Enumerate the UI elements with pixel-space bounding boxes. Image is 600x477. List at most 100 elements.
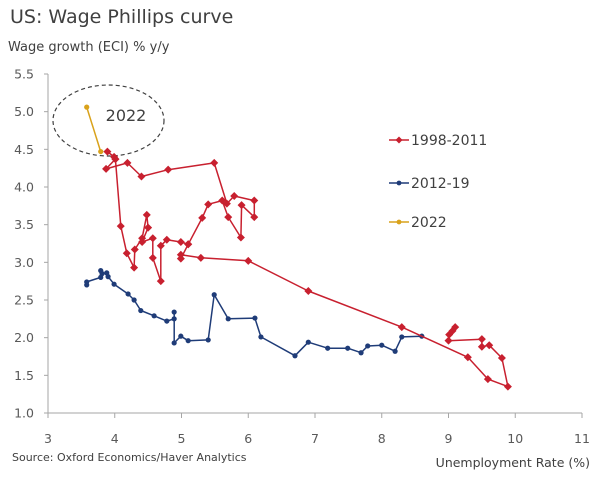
x-tick-label: 8	[378, 431, 386, 446]
data-point	[171, 340, 177, 346]
annotation-layer: 2022	[52, 84, 165, 157]
data-point	[84, 104, 90, 110]
data-point	[131, 297, 137, 303]
data-point	[250, 196, 259, 205]
x-tick-label: 3	[44, 431, 52, 446]
data-point	[123, 158, 132, 167]
data-point	[463, 353, 472, 362]
data-point	[345, 345, 351, 351]
data-point	[399, 334, 405, 340]
series-line	[85, 269, 422, 357]
y-tick-label: 1.0	[14, 406, 34, 421]
data-point	[148, 234, 157, 243]
y-tick-label: 5.5	[14, 67, 34, 82]
data-point	[137, 172, 146, 181]
series-line	[85, 106, 102, 152]
y-tick-label: 3.5	[14, 217, 34, 232]
y-tick-label: 2.5	[14, 293, 34, 308]
data-point	[237, 201, 246, 210]
data-point	[365, 343, 371, 349]
y-tick-label: 4.5	[14, 142, 34, 157]
annotation-ellipse	[52, 84, 165, 157]
x-tick-label: 9	[445, 431, 453, 446]
data-point	[178, 333, 184, 339]
data-point	[397, 323, 406, 332]
data-point	[98, 148, 104, 155]
data-point	[185, 338, 191, 344]
data-point	[477, 342, 486, 351]
data-point	[151, 313, 157, 319]
data-point	[162, 235, 171, 244]
data-point	[503, 382, 512, 391]
legend-item: 2012-19	[389, 176, 470, 192]
data-point	[236, 233, 245, 242]
data-point	[171, 316, 177, 322]
y-tick-label: 1.5	[14, 368, 34, 383]
data-point	[84, 279, 90, 285]
data-point	[138, 307, 144, 314]
x-tick-label: 5	[178, 431, 186, 446]
data-point	[130, 245, 139, 254]
annotation-label: 2022	[106, 106, 147, 125]
data-point	[156, 277, 165, 286]
data-point	[156, 241, 165, 250]
data-point	[105, 274, 111, 280]
data-point	[138, 237, 147, 246]
data-point	[122, 249, 131, 258]
data-point	[210, 158, 219, 167]
data-point	[304, 286, 313, 295]
x-tick-label: 7	[311, 431, 319, 446]
series-layer	[84, 104, 512, 391]
data-point	[258, 334, 264, 340]
data-point	[224, 213, 233, 222]
data-point	[392, 348, 398, 354]
data-point	[483, 375, 492, 384]
data-point	[218, 196, 227, 205]
data-point	[211, 292, 217, 298]
data-point	[244, 256, 253, 265]
data-point	[164, 165, 173, 174]
chart-title: US: Wage Phillips curve	[10, 6, 234, 28]
y-tick-label: 4.0	[14, 180, 34, 195]
data-point	[144, 223, 153, 232]
axes: 1.0 1.5 2.0 2.5 3.0 3.5 4.0 4.5 5.0 5.5 3 4 5 6 7 8 9 10 1…	[14, 67, 590, 447]
data-point	[184, 240, 193, 249]
data-point	[198, 213, 207, 222]
data-point	[171, 309, 177, 315]
legend-label: 2012-19	[411, 176, 470, 192]
x-tick-label: 4	[111, 431, 119, 446]
data-point	[444, 336, 453, 345]
data-point	[305, 339, 311, 345]
y-tick-label: 2.0	[14, 330, 34, 345]
data-point	[379, 342, 385, 348]
y-tick-label: 5.0	[14, 104, 34, 119]
data-point	[102, 164, 111, 173]
series-gold	[84, 104, 104, 155]
data-point	[250, 213, 259, 222]
source-note: Source: Oxford Economics/Haver Analytics	[12, 451, 247, 464]
data-point	[99, 271, 105, 277]
data-point	[148, 253, 157, 262]
data-point	[497, 354, 506, 363]
data-point	[176, 250, 185, 259]
data-point	[448, 326, 457, 335]
series-line	[114, 159, 189, 282]
data-point	[252, 315, 258, 321]
legend-label: 2022	[411, 215, 447, 231]
data-point	[111, 281, 117, 287]
data-point	[196, 253, 205, 262]
data-point	[125, 291, 131, 297]
data-point	[477, 335, 486, 344]
legend-item: 2022	[389, 215, 447, 231]
data-point	[116, 222, 125, 231]
legend-marker	[396, 180, 402, 186]
data-point	[225, 316, 231, 322]
data-point	[164, 318, 170, 324]
x-axis-label: Unemployment Rate (%)	[435, 455, 590, 470]
data-point	[358, 350, 364, 356]
legend-item: 1998-2011	[389, 133, 487, 149]
series-blue	[84, 268, 425, 359]
data-point	[142, 210, 151, 219]
x-tick-label: 10	[507, 431, 523, 446]
